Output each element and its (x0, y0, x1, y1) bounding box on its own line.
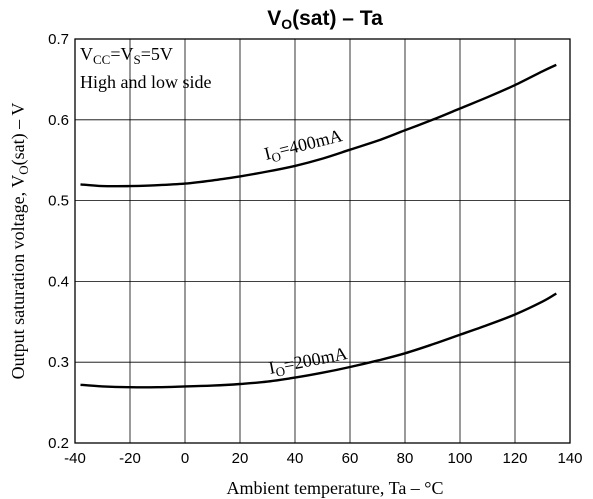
x-tick-label: 120 (502, 450, 527, 467)
chart-title: VO(sat) – Ta (267, 7, 383, 32)
x-tick-labels: -40 -20 0 20 40 60 80 100 120 140 (64, 450, 582, 467)
y-tick-label: 0.5 (48, 193, 69, 210)
condition-supply: VCC=VS=5V (80, 44, 173, 67)
x-tick-label: -40 (64, 450, 86, 467)
series-line-400ma (80, 63, 557, 188)
y-tick-label: 0.4 (48, 273, 69, 290)
series-line-200ma (80, 292, 557, 389)
x-axis-label: Ambient temperature, Ta – °C (226, 478, 443, 498)
y-axis-label: Output saturation voltage, VO(sat) – V (8, 103, 31, 380)
y-tick-label: 0.7 (48, 31, 69, 48)
x-tick-label: 0 (181, 450, 189, 467)
grid-lines (75, 39, 570, 443)
y-tick-labels: 0.2 0.3 0.4 0.5 0.6 0.7 (48, 31, 69, 452)
y-tick-label: 0.2 (48, 435, 69, 452)
series-layer (80, 63, 557, 389)
x-tick-label: 80 (397, 450, 414, 467)
x-tick-label: 40 (287, 450, 304, 467)
x-tick-label: 20 (232, 450, 249, 467)
y-tick-label: 0.6 (48, 112, 69, 129)
x-tick-label: 100 (447, 450, 472, 467)
x-tick-label: 140 (557, 450, 582, 467)
y-tick-label: 0.3 (48, 354, 69, 371)
series-label-400ma: IO=400mA (262, 125, 345, 167)
plot-frame (74, 38, 571, 444)
x-tick-label: 60 (342, 450, 359, 467)
condition-side: High and low side (80, 72, 211, 92)
x-tick-label: -20 (119, 450, 141, 467)
